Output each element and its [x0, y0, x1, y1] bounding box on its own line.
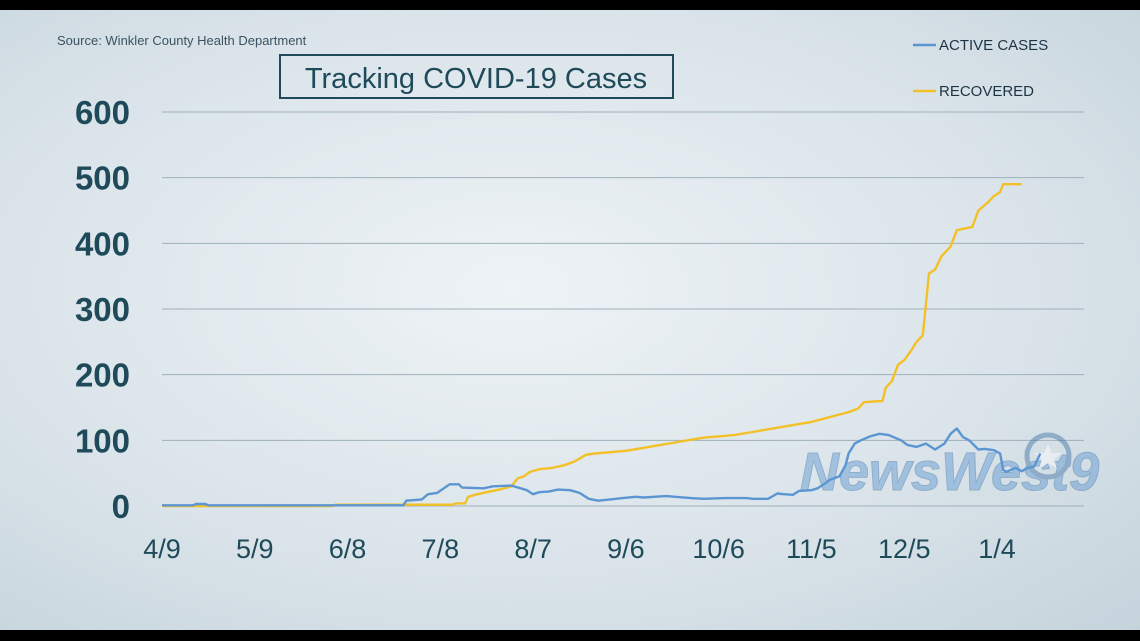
- chart-background: Source: Winkler County Health Department…: [0, 10, 1140, 630]
- y-tick-label: 0: [112, 488, 130, 525]
- y-tick-label: 600: [75, 94, 130, 131]
- x-tick-label: 12/5: [878, 534, 931, 564]
- y-tick-label: 300: [75, 291, 130, 328]
- legend: ACTIVE CASES RECOVERED: [913, 37, 1048, 100]
- x-tick-label: 11/5: [786, 534, 837, 564]
- x-tick-label: 6/8: [329, 534, 367, 564]
- watermark-text: NewsWest9: [800, 442, 1099, 502]
- legend-label-active: ACTIVE CASES: [939, 37, 1048, 54]
- chart-title: Tracking COVID-19 Cases: [305, 63, 647, 95]
- watermark-star-icon: [1034, 444, 1062, 469]
- x-tick-label: 9/6: [607, 534, 645, 564]
- y-tick-label: 400: [75, 225, 130, 262]
- source-note: Source: Winkler County Health Department: [57, 33, 307, 48]
- x-tick-label: 4/9: [143, 534, 181, 564]
- x-axis-ticks: 4/9 5/9 6/8 7/8 8/7 9/6 10/6 11/5 12/5 1/4: [143, 534, 1016, 564]
- grid-lines: [162, 111, 1084, 507]
- legend-label-recovered: RECOVERED: [939, 83, 1034, 100]
- series-lines: [162, 182, 1042, 508]
- x-tick-label: 10/6: [692, 534, 745, 564]
- series-line-active-cases: [162, 427, 1042, 507]
- y-tick-label: 200: [75, 357, 130, 394]
- x-tick-label: 7/8: [422, 534, 460, 564]
- x-tick-label: 1/4: [978, 534, 1016, 564]
- title-box: [279, 54, 674, 99]
- watermark-ring-icon: [1024, 432, 1072, 480]
- x-tick-label: 8/7: [514, 534, 552, 564]
- y-axis-ticks: 0 100 200 300 400 500 600: [75, 94, 130, 525]
- y-tick-label: 500: [75, 160, 130, 197]
- y-tick-label: 100: [75, 422, 130, 459]
- x-tick-label: 5/9: [236, 534, 274, 564]
